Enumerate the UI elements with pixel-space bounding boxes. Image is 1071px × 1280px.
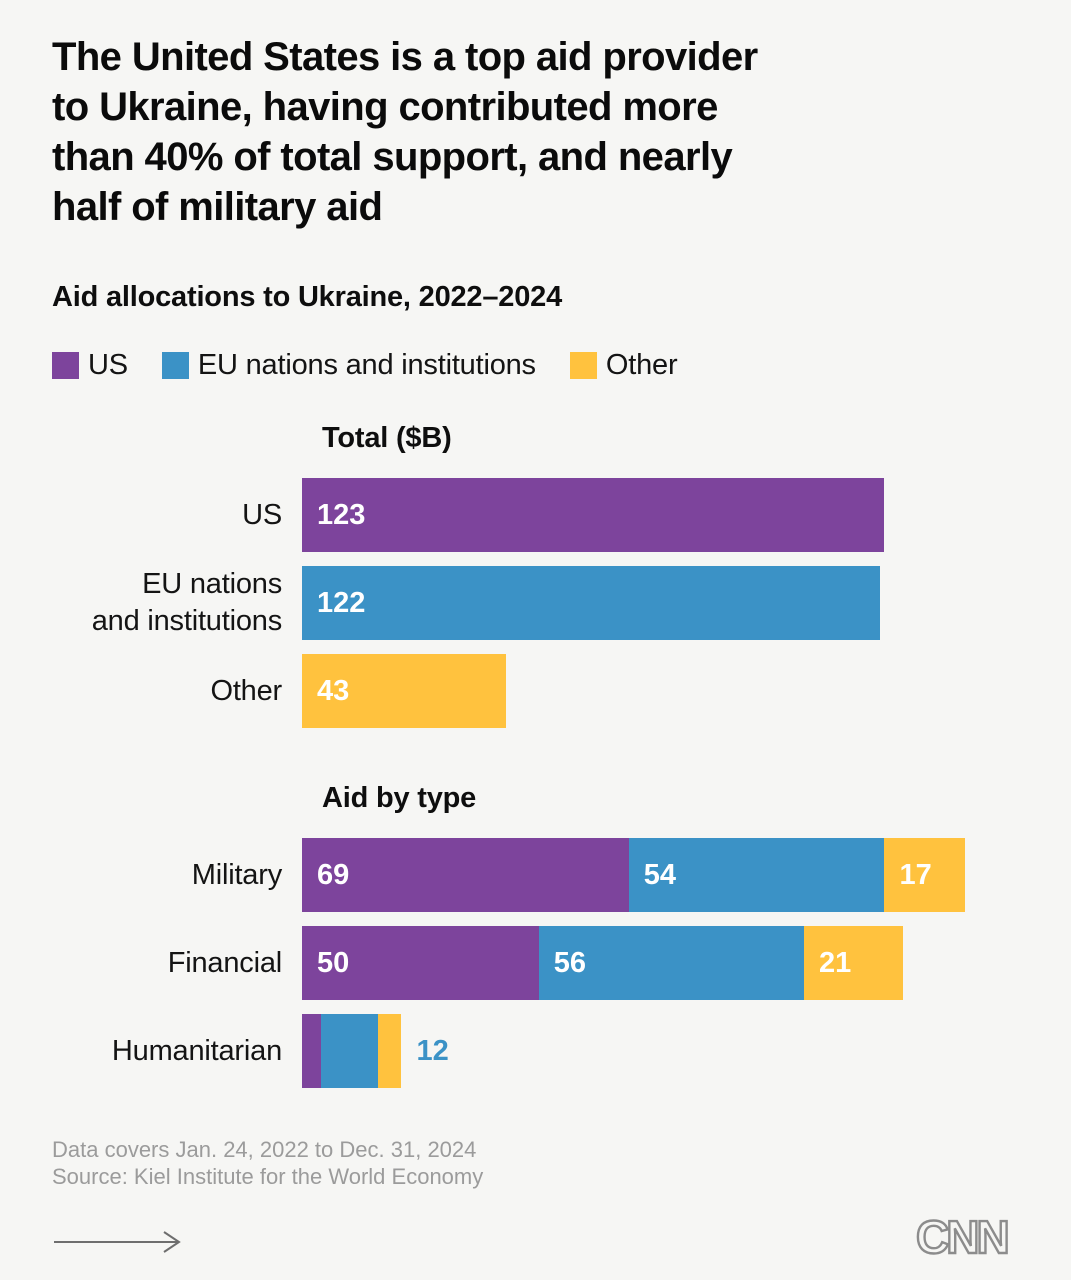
bar-us: 123 [302, 478, 885, 552]
segment-eu: 56 [538, 926, 804, 1000]
row-label: Other [210, 674, 282, 707]
total-chart-title: Total ($B) [322, 422, 452, 454]
legend-label-other: Other [605, 349, 678, 381]
stacked-bar: 69 54 17 [302, 838, 965, 912]
segment-us [302, 1014, 321, 1088]
headline: The United States is a top aid provider … [52, 35, 758, 229]
bar-value-outside-label: 12 [416, 1034, 449, 1067]
total-bar-row-other: Other 43 [52, 654, 1042, 728]
type-bar-row-financial: Financial 50 56 21 [52, 926, 1042, 1000]
segment-other: 17 [884, 838, 965, 912]
bar-value-label: 50 [317, 946, 350, 979]
segment-other: 21 [803, 926, 904, 1000]
data-coverage-note: Data covers Jan. 24, 2022 to Dec. 31, 20… [52, 1137, 477, 1162]
stacked-bar: 50 56 21 [302, 926, 904, 1000]
legend-item-eu: EU nations and institutions [161, 349, 536, 382]
legend-swatch-us [52, 352, 79, 379]
aid-by-type-title: Aid by type [322, 782, 477, 814]
stacked-bar [302, 1014, 402, 1088]
source-note: Source: Kiel Institute for the World Eco… [52, 1164, 484, 1189]
row-label: Military [191, 858, 282, 891]
row-label: EU nations and institutions [91, 568, 282, 637]
bar-value-label: 21 [818, 946, 852, 979]
total-chart: Total ($B) US 123 EU nations and institutio… [52, 420, 1042, 742]
row-label: Financial [167, 946, 282, 979]
aid-by-type-rows: Military 69 54 17 Financial 50 56 21 Humanitaria… [52, 838, 1042, 1088]
legend-item-other: Other [569, 349, 678, 382]
segment-eu [320, 1014, 378, 1088]
row-label: Humanitarian [111, 1034, 282, 1067]
next-arrow-icon[interactable] [52, 1228, 187, 1256]
bar-value-label: 17 [899, 858, 932, 891]
legend-swatch-eu [161, 352, 189, 379]
segment-other [377, 1014, 402, 1088]
footnotes: Data covers Jan. 24, 2022 to Dec. 31, 20… [52, 1136, 483, 1190]
type-bar-row-military: Military 69 54 17 [52, 838, 1042, 912]
total-bar-row-us: US 123 [52, 478, 1042, 552]
bar-value-label: 123 [317, 498, 366, 531]
total-chart-rows: US 123 EU nations and institutions 122 Other 4… [52, 478, 1042, 728]
chart-subtitle: Aid allocations to Ukraine, 2022–2024 [52, 281, 562, 313]
segment-us: 69 [302, 838, 629, 912]
cnn-logo: CNN [915, 1210, 1012, 1264]
legend-item-us: US [52, 349, 128, 382]
bar-value-label: 122 [317, 586, 366, 619]
bar-eu: 122 [302, 566, 880, 640]
row-label: US [242, 498, 282, 531]
aid-by-type-chart: Aid by type Military 69 54 17 Financial 50 56 2… [52, 780, 1042, 1102]
bar-value-label: 54 [643, 858, 677, 891]
legend: US EU nations and institutions Other [52, 349, 678, 382]
bar-value-label: 56 [553, 946, 587, 979]
legend-label-eu: EU nations and institutions [197, 349, 536, 381]
cnn-logo-text: CNN [916, 1211, 1007, 1263]
legend-label-us: US [88, 349, 128, 381]
total-bar-row-eu: EU nations and institutions 122 [52, 566, 1042, 640]
segment-us: 50 [302, 926, 539, 1000]
bar-value-label: 69 [317, 858, 350, 891]
legend-swatch-other [569, 352, 597, 379]
type-bar-row-humanitarian: Humanitarian 12 [52, 1014, 1042, 1088]
bar-other: 43 [302, 654, 506, 728]
bar-value-label: 43 [317, 674, 350, 707]
segment-eu: 54 [628, 838, 885, 912]
